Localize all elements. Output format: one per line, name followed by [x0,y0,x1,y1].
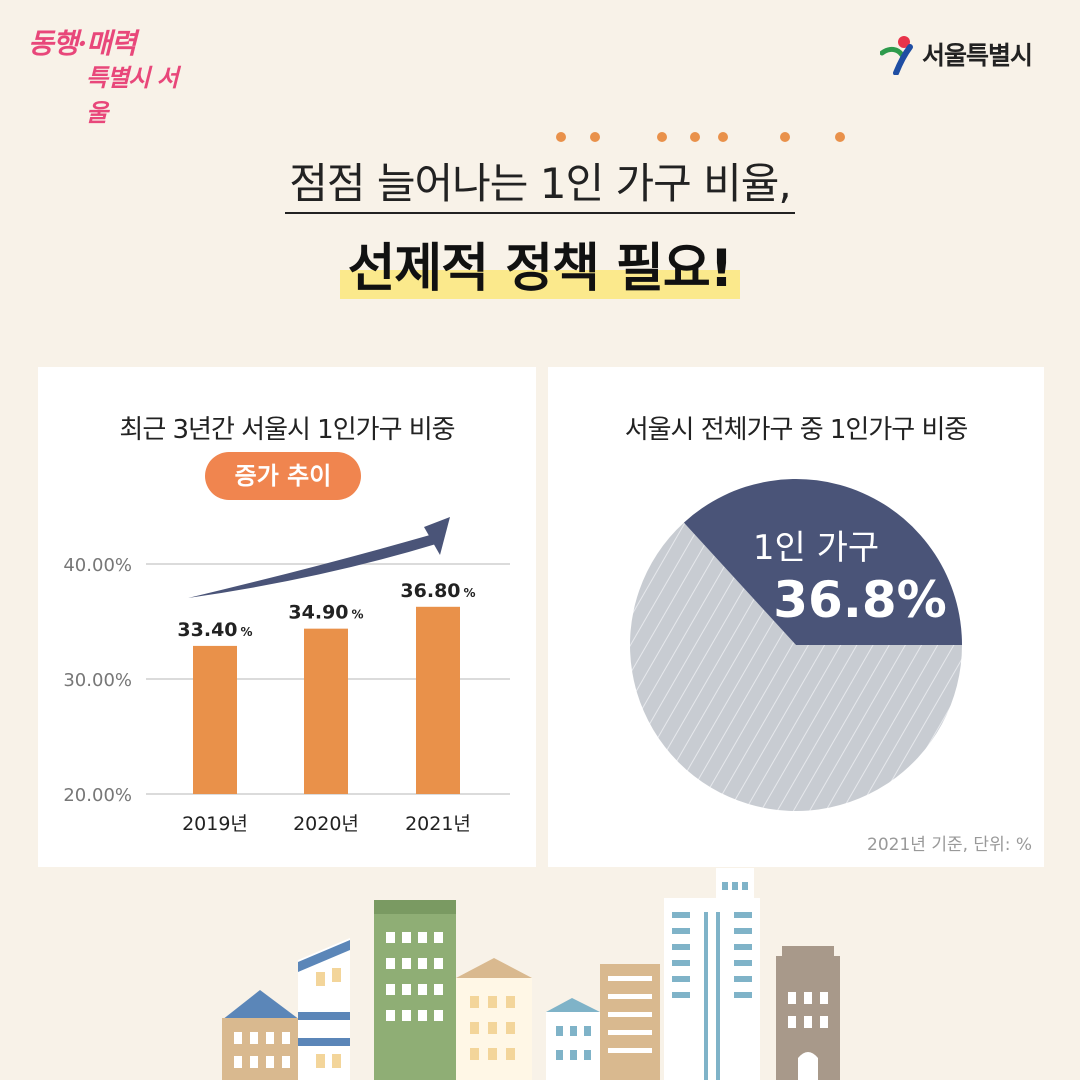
building-6 [600,964,660,1080]
headline-line2-text: 선제적 정책 필요! [339,239,741,299]
pie-chart-note: 2021년 기준, 단위: % [867,835,1032,855]
x-category-label: 2020년 [293,813,359,835]
bar-value-label: 34.90% [288,602,363,624]
headline-line2: 선제적 정책 필요! [0,226,1080,301]
y-tick-label: 20.00% [63,785,132,806]
headline-line1-text: 점점 늘어나는 1인 가구 비율, [285,159,795,214]
campaign-logo: 동행·매력 특별시 서울 [28,22,198,127]
campaign-logo-line2: 특별시 서울 [86,63,179,127]
pie-slice-label: 1인 가구 [753,528,879,568]
pie-slice-value: 36.8% [773,571,946,629]
pie-chart-panel: 1인 가구 36.8% 서울시 전체가구 중 1인가구 비중 2021년 기준, … [548,367,1044,867]
x-category-label: 2021년 [405,813,471,835]
building-5 [546,998,600,1080]
building-1 [222,990,300,1080]
bar-chart: 20.00% 30.00% 40.00% 33.40 % 2019년 34.90 % 2020년… [63,517,510,835]
seoul-logo-text: 서울특별시 [922,41,1033,70]
seoul-emblem-icon [880,36,913,75]
bar-value-label: 33.40% [177,619,252,641]
building-3 [374,900,456,1080]
city-skyline-illustration [222,868,840,1080]
bar-2019년 [193,645,237,794]
seoul-logo: 서울특별시 [880,34,1033,75]
building-2 [298,938,350,1080]
trend-arrow-head [424,517,450,555]
building-7 [664,868,760,1080]
campaign-logo-line1: 동행·매력 [28,27,137,60]
emphasis-dots [0,132,1080,146]
building-8 [776,946,840,1080]
trend-badge: 증가 추이 [205,452,361,500]
y-tick-label: 30.00% [63,670,132,691]
bar-2020년 [304,628,348,794]
bar-2021년 [416,606,460,794]
pie-slice-single-household [683,479,962,645]
x-category-label: 2019년 [182,813,248,835]
y-tick-label: 40.00% [63,555,132,576]
bar-chart-panel: 20.00% 30.00% 40.00% 33.40% 2019년 34.90% 2020년… [38,367,536,867]
building-4 [456,958,532,1080]
trend-arrow-body [188,535,436,598]
pie-slice-other [629,522,962,811]
bar-chart-title: 최근 3년간 서울시 1인가구 비중 [119,415,455,445]
bar-value-label: 36.80% [400,580,475,602]
headline-line1: 점점 늘어나는 1인 가구 비율, [0,150,1080,214]
pie-chart-title: 서울시 전체가구 중 1인가구 비중 [624,415,969,445]
